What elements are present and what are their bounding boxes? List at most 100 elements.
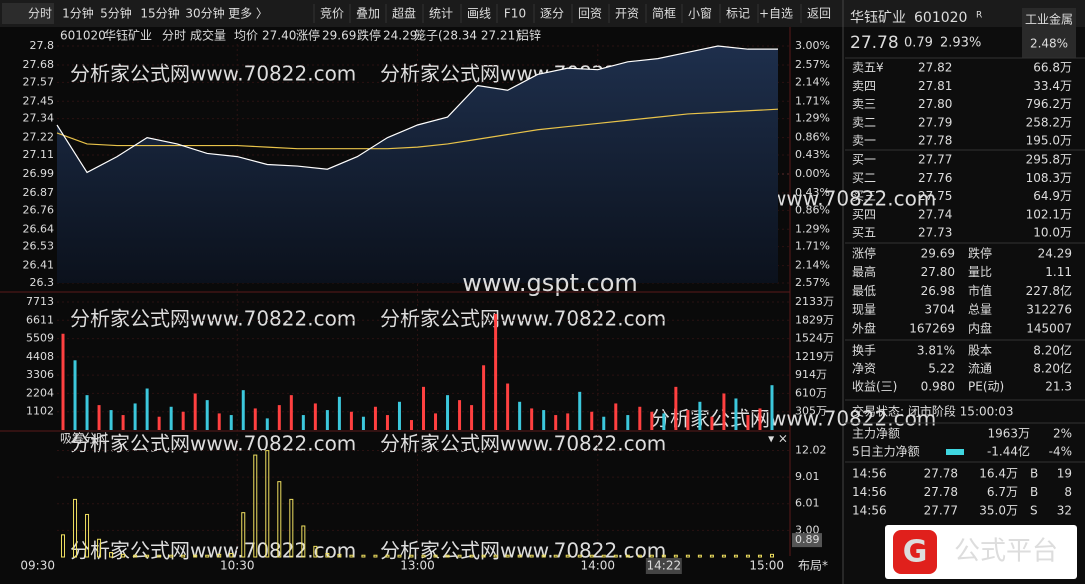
toolbar-button[interactable]: 小窗	[688, 7, 712, 21]
volume-bar	[361, 416, 365, 430]
trade-count: 8	[1064, 485, 1072, 499]
book-volume: 102.1万	[1026, 207, 1072, 221]
indicator-bar	[133, 554, 138, 558]
avg-line	[56, 108, 779, 150]
volume-bar	[277, 405, 281, 430]
volume-bar	[758, 408, 762, 430]
toolbar-button[interactable]: +自选	[759, 7, 793, 21]
pct-tick-label: 2.57%	[795, 276, 830, 289]
price-tick-label: 27.22	[23, 131, 55, 144]
watermark: 分析家公式网www.70822.com	[380, 307, 666, 331]
pct-tick-label: 2.14%	[795, 259, 830, 272]
toolbar-button[interactable]: 画线	[467, 7, 491, 21]
indicator-bar	[673, 554, 678, 558]
watermark: 分析家公式网www.70822.com	[380, 432, 666, 456]
toolbar-button[interactable]: 超盘	[392, 6, 416, 21]
watermark: 分析家公式网www.70822.com	[70, 307, 356, 331]
book-label: 卖五¥	[852, 61, 884, 75]
sector-box[interactable]	[1022, 8, 1076, 58]
timeframe-tab[interactable]: 30分钟	[185, 6, 224, 21]
toolbar-button[interactable]: 竞价	[320, 7, 344, 21]
chart-header-item: 24.29	[383, 29, 417, 43]
book-volume: 796.2万	[1026, 97, 1072, 111]
chart-header-item: 铝锌	[517, 28, 541, 43]
toolbar-button[interactable]: 叠加	[356, 7, 380, 21]
pct-tick-label: 3.00%	[795, 39, 830, 52]
volume-bar	[662, 413, 666, 430]
toolbar-button[interactable]: F10	[504, 7, 526, 21]
volume-bar	[698, 401, 702, 430]
toolbar-button[interactable]: 回资	[578, 7, 602, 21]
volume-bar	[434, 413, 438, 430]
indicator-bar	[73, 498, 78, 558]
indicator-bar	[505, 554, 510, 558]
toolbar-button[interactable]: 开资	[615, 7, 639, 21]
volume-bar	[422, 386, 426, 430]
book-label: 买三	[852, 189, 876, 203]
book-label: 买四	[852, 207, 876, 221]
volume-bar	[265, 418, 269, 430]
toolbar-button[interactable]: 简框	[652, 7, 676, 21]
volume-tick-label: 3306	[26, 368, 54, 381]
trade-count: 19	[1057, 467, 1072, 481]
timeframe-tab[interactable]: 分时	[28, 7, 52, 21]
indicator-bar	[577, 554, 582, 558]
volume-bar	[638, 406, 642, 430]
trade-price: 27.77	[924, 504, 958, 518]
indicator-bar	[589, 554, 594, 558]
book-volume: 108.3万	[1026, 171, 1072, 185]
badge: R	[976, 11, 982, 21]
volume-right-label: 2133万	[795, 295, 834, 308]
volume-bar	[385, 415, 389, 430]
indicator-tick-label: 9.01	[795, 470, 820, 483]
trade-time: 14:56	[852, 485, 887, 499]
volume-bar	[157, 416, 161, 430]
stat-value: 312276	[1026, 303, 1072, 317]
book-label: 买二	[852, 171, 876, 185]
volume-bar	[470, 405, 474, 430]
price-tick-label: 26.41	[23, 259, 55, 272]
toolbar	[0, 0, 1085, 27]
volume-bar	[85, 395, 89, 430]
timeframe-tab[interactable]: 1分钟	[62, 6, 94, 21]
volume-bar	[73, 360, 77, 430]
volume-bar	[289, 395, 293, 430]
toolbar-button[interactable]: 统计	[429, 7, 453, 21]
logo-text: 公式平台	[954, 537, 1058, 567]
indicator-bar	[721, 554, 726, 558]
stat-label: 最低	[852, 284, 876, 298]
stat-label: 量比	[968, 265, 992, 279]
toolbar-button[interactable]: 返回	[807, 7, 831, 21]
indicator-bar	[325, 552, 330, 558]
volume-bar	[61, 333, 65, 430]
timeframe-tab[interactable]: 5分钟	[100, 6, 132, 21]
indicator-bar	[61, 534, 66, 558]
toolbar-button[interactable]: 逐分	[540, 7, 564, 21]
layout-button[interactable]: 布局*	[798, 559, 828, 573]
price-tick-label: 27.8	[30, 39, 55, 52]
volume-bar	[169, 406, 173, 430]
trade-side: S	[1030, 504, 1038, 518]
indicator-bar	[457, 554, 462, 558]
sector-name: 工业金属	[1025, 12, 1073, 27]
indicator-bar	[157, 554, 162, 558]
volume-tick-label: 2204	[26, 386, 54, 399]
indicator-bar	[637, 554, 642, 558]
book-price: 27.76	[918, 171, 952, 185]
volume-bar	[121, 415, 125, 430]
fund-value: 3.81%	[917, 344, 955, 358]
volume-bar	[409, 420, 413, 430]
price-tick-label: 27.68	[23, 58, 55, 71]
timeframe-tab[interactable]: 15分钟	[140, 6, 179, 21]
volume-bar	[506, 383, 510, 430]
indicator-bar	[181, 554, 186, 558]
book-volume: 258.2万	[1026, 115, 1072, 129]
watermark: 分析家公式网www.70822.com	[70, 62, 356, 86]
indicator-bar	[241, 512, 246, 558]
toolbar-button[interactable]: 标记	[726, 7, 750, 21]
book-label: 卖四	[852, 79, 876, 93]
indicator-bar	[565, 554, 570, 558]
volume-bar	[626, 415, 630, 430]
timeframe-tab[interactable]: 更多 〉	[228, 7, 268, 21]
